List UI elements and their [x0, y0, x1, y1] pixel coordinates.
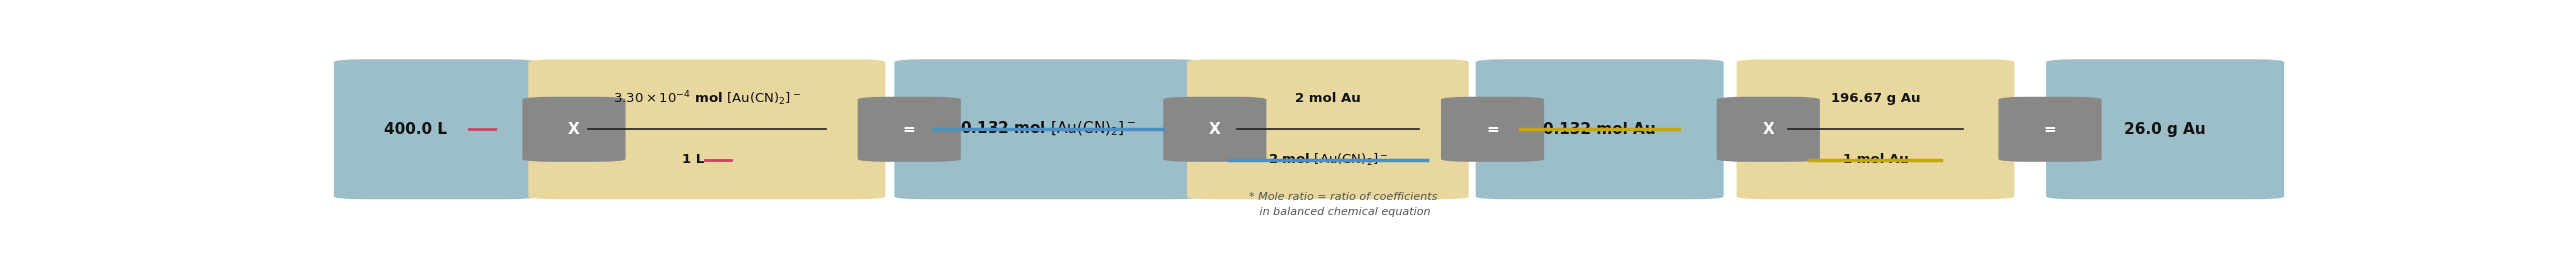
Text: $3.30\times10^{-4}$ mol $[\mathrm{Au(CN)_2}]^-$: $3.30\times10^{-4}$ mol $[\mathrm{Au(CN)… [612, 89, 801, 108]
FancyBboxPatch shape [2045, 59, 2284, 199]
Text: X: X [568, 122, 579, 137]
Text: 0.132 mol Au: 0.132 mol Au [1544, 122, 1656, 137]
FancyBboxPatch shape [1188, 59, 1469, 199]
Text: * Mole ratio = ratio of coefficients
   in balanced chemical equation: * Mole ratio = ratio of coefficients in … [1249, 192, 1436, 217]
Text: 196.67 g Au: 196.67 g Au [1830, 92, 1920, 105]
FancyBboxPatch shape [1999, 97, 2102, 162]
FancyBboxPatch shape [1475, 59, 1723, 199]
FancyBboxPatch shape [1718, 97, 1820, 162]
FancyBboxPatch shape [333, 59, 535, 199]
Text: 2 mol Au: 2 mol Au [1295, 92, 1362, 105]
FancyBboxPatch shape [1441, 97, 1544, 162]
FancyBboxPatch shape [1162, 97, 1267, 162]
Text: =: = [1487, 122, 1500, 137]
FancyBboxPatch shape [527, 59, 886, 199]
Text: =: = [904, 122, 916, 137]
Text: 26.0 g Au: 26.0 g Au [2125, 122, 2207, 137]
FancyBboxPatch shape [1736, 59, 2015, 199]
Text: 0.132 mol $[\mathrm{Au(CN)_2}]^-$: 0.132 mol $[\mathrm{Au(CN)_2}]^-$ [960, 120, 1137, 138]
Text: X: X [1761, 122, 1774, 137]
Text: 1 L: 1 L [681, 153, 704, 166]
Text: 2 mol $[\mathrm{Au(CN)_2}]^-$: 2 mol $[\mathrm{Au(CN)_2}]^-$ [1267, 152, 1388, 168]
FancyBboxPatch shape [522, 97, 625, 162]
Text: =: = [2043, 122, 2056, 137]
FancyBboxPatch shape [893, 59, 1201, 199]
FancyBboxPatch shape [858, 97, 960, 162]
Text: X: X [1208, 122, 1221, 137]
Text: 1 mol Au: 1 mol Au [1843, 153, 1907, 166]
Text: 400.0 L: 400.0 L [384, 122, 448, 137]
